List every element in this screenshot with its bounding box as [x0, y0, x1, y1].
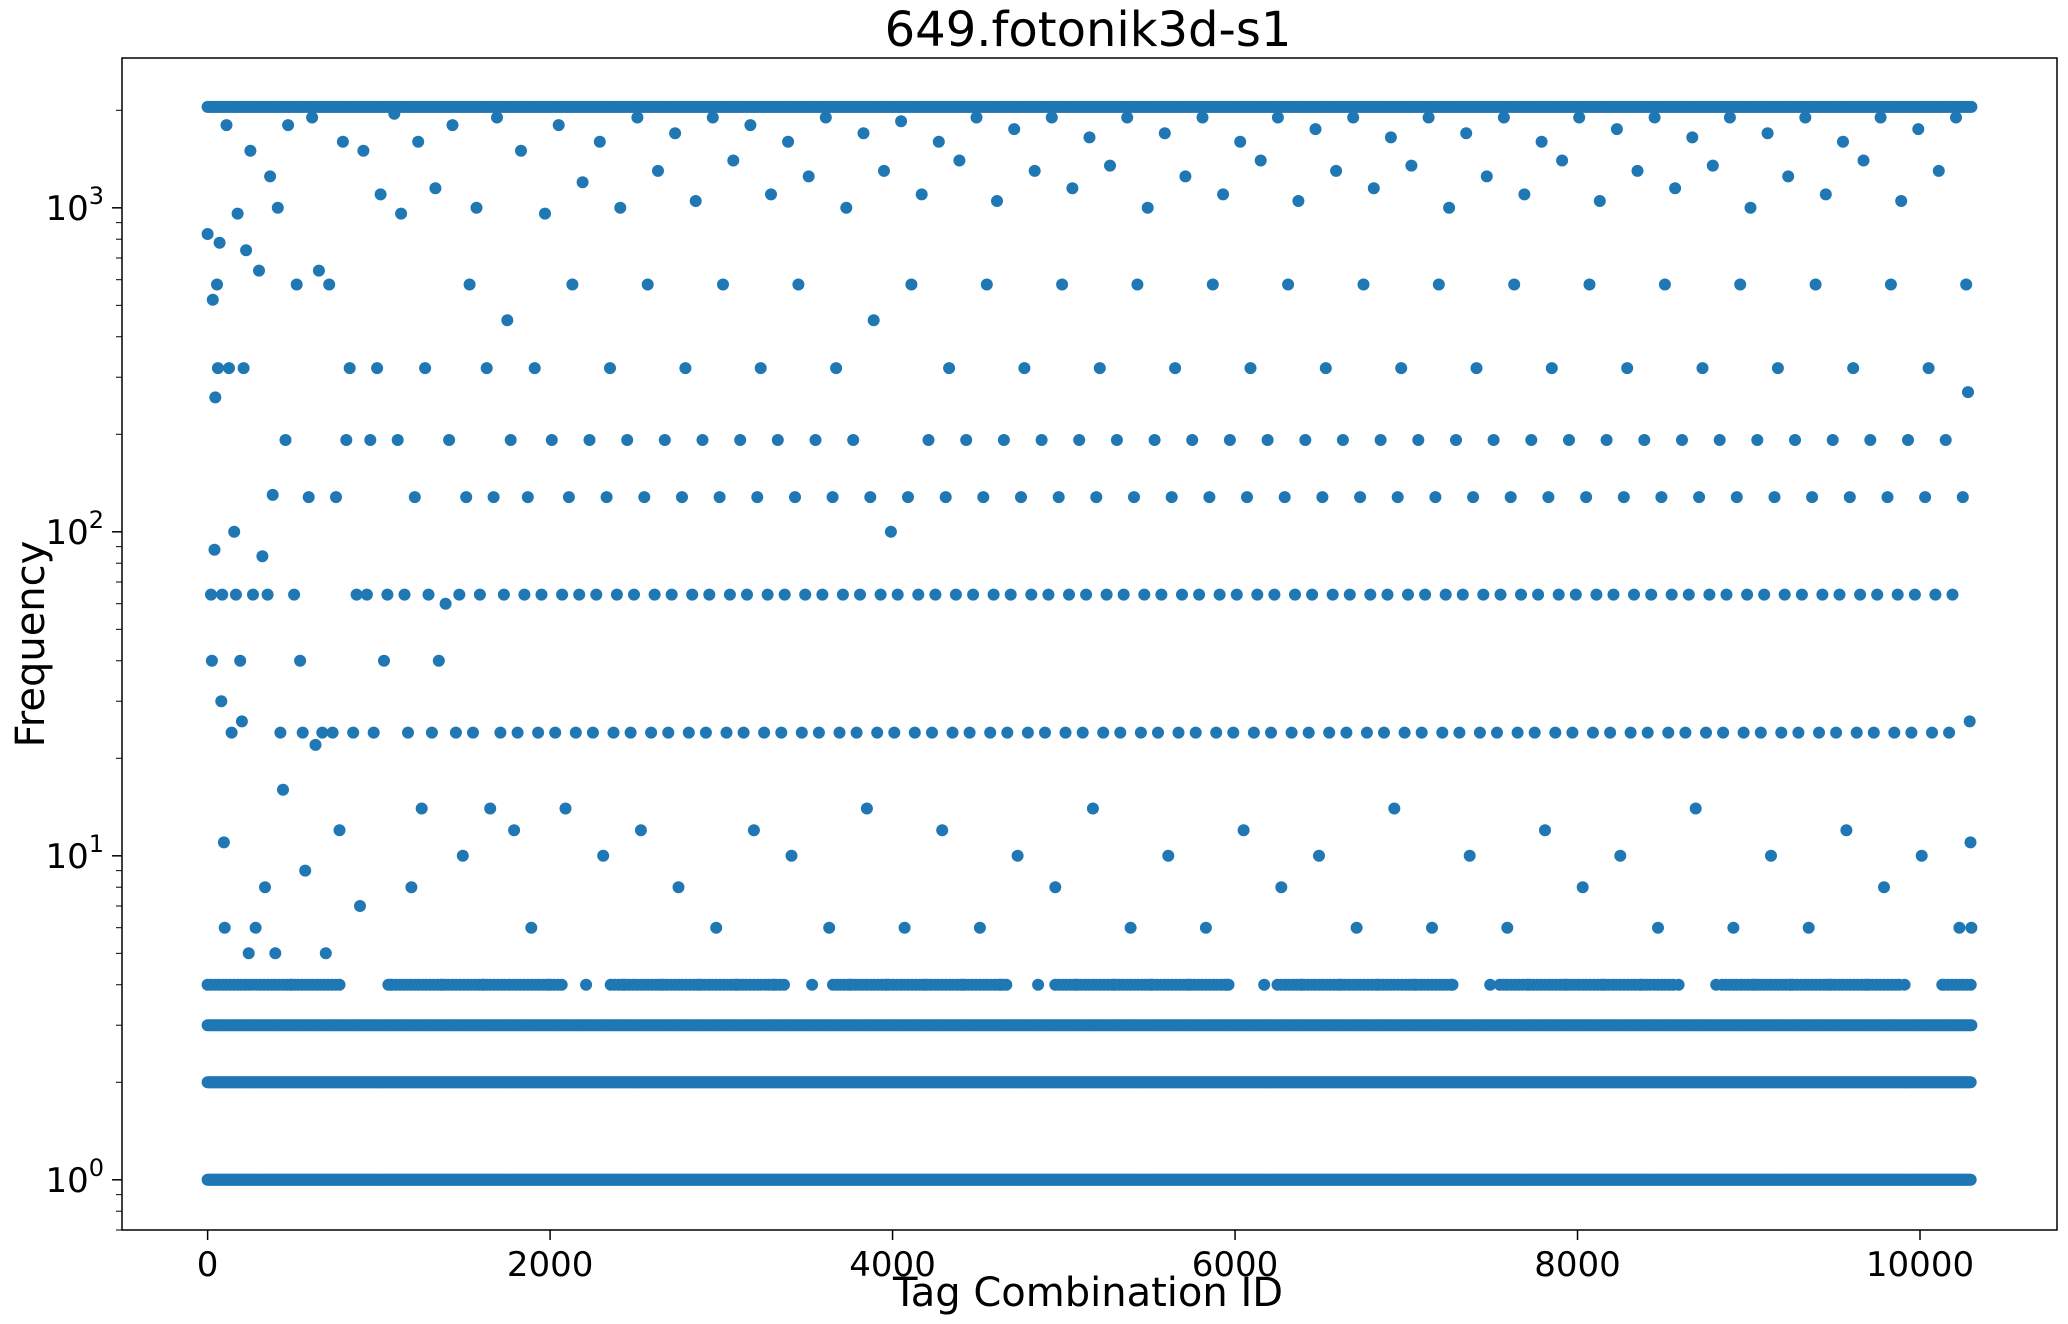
band-2-point-1030: [1965, 1019, 1978, 1032]
plot-area: [122, 58, 2057, 1230]
band-1-point-1716: [1964, 1076, 1977, 1089]
chart-title: 649.fotonik3d-s1: [885, 2, 1292, 58]
band-3-point-94: [555, 978, 568, 991]
band-3-point-468: [1964, 978, 1977, 991]
points-layer: [201, 100, 1978, 1186]
band-3-point-35: [333, 978, 346, 991]
band-0-point-1716: [1964, 1173, 1977, 1186]
